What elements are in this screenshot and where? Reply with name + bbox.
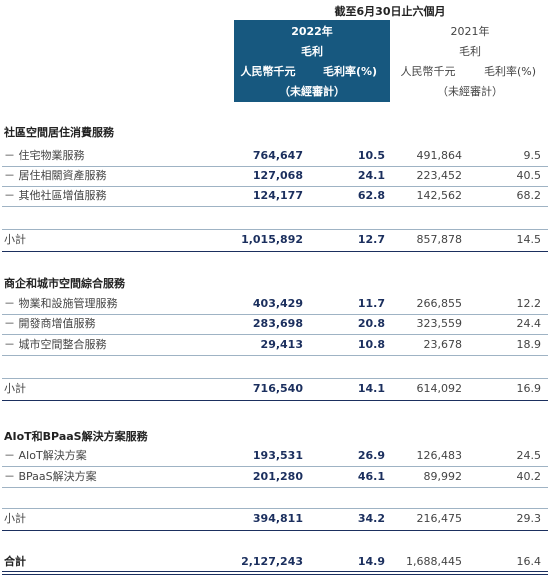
- cell-value: 11.7: [357, 297, 385, 310]
- row-label: 小計: [4, 512, 26, 525]
- row-label: 小計: [4, 382, 26, 395]
- cell-value: 142,562: [416, 189, 463, 202]
- cell-value: 1,015,892: [241, 233, 303, 246]
- cell-value: 14.5: [516, 233, 542, 246]
- cell-value: 23,678: [423, 338, 463, 351]
- row-label: － BPaaS解決方案: [4, 470, 97, 483]
- rule: [2, 574, 548, 575]
- gross-profit-heading: 毛利: [459, 45, 481, 58]
- rule: [2, 206, 548, 207]
- cell-value: 40.2: [516, 470, 542, 483]
- rule: [2, 334, 548, 335]
- cell-value: 127,068: [252, 169, 303, 182]
- rule: [2, 466, 548, 467]
- cell-value: 16.9: [516, 382, 542, 395]
- cell-value: 126,483: [416, 449, 463, 462]
- cell-value: 614,092: [416, 382, 463, 395]
- cell-value: 216,475: [416, 512, 463, 525]
- cell-value: 10.8: [357, 338, 385, 351]
- cell-value: 29.3: [516, 512, 542, 525]
- cell-value: 223,452: [416, 169, 463, 182]
- rule: [2, 571, 548, 572]
- cell-value: 24.4: [516, 317, 542, 330]
- rule: [2, 508, 548, 509]
- section-title: 社區空間居住消費服務: [4, 126, 114, 139]
- cell-value: 491,864: [416, 149, 463, 162]
- row-label: － 住宅物業服務: [4, 149, 85, 162]
- cell-value: 124,177: [252, 189, 303, 202]
- year-heading: 2022年: [291, 25, 333, 38]
- rule: [2, 251, 548, 252]
- cell-value: 323,559: [416, 317, 463, 330]
- row-label: － AIoT解決方案: [4, 449, 87, 462]
- amount-unit: 人民幣千元: [400, 65, 456, 78]
- cell-value: 12.2: [516, 297, 542, 310]
- row-label: 合計: [4, 555, 26, 568]
- cell-value: 26.9: [357, 449, 385, 462]
- cell-value: 857,878: [416, 233, 463, 246]
- cell-value: 46.1: [357, 470, 385, 483]
- rule: [2, 378, 548, 379]
- cell-value: 9.5: [523, 149, 542, 162]
- cell-value: 16.4: [516, 555, 542, 568]
- cell-value: 24.1: [357, 169, 385, 182]
- cell-value: 18.9: [516, 338, 542, 351]
- rule: [2, 487, 548, 488]
- row-label: － 其他社區增值服務: [4, 189, 107, 202]
- cell-value: 283,698: [252, 317, 303, 330]
- cell-value: 14.1: [357, 382, 385, 395]
- margin-unit: 毛利率(%): [483, 65, 537, 78]
- audit-note: （未經審計）: [437, 85, 503, 98]
- year-heading: 2021年: [450, 25, 490, 38]
- cell-value: 89,992: [423, 470, 463, 483]
- row-label: － 開發商增值服務: [4, 317, 96, 330]
- amount-unit: 人民幣千元: [240, 65, 296, 78]
- rule: [2, 314, 548, 315]
- rule: [2, 355, 548, 356]
- cell-value: 2,127,243: [241, 555, 303, 568]
- section-title: AIoT和BPaaS解決方案服務: [4, 430, 148, 443]
- cell-value: 20.8: [357, 317, 385, 330]
- cell-value: 1,688,445: [406, 555, 462, 568]
- audit-note: （未經審計）: [279, 85, 345, 98]
- cell-value: 10.5: [357, 149, 385, 162]
- cell-value: 29,413: [260, 338, 303, 351]
- cell-value: 34.2: [357, 512, 385, 525]
- cell-value: 394,811: [252, 512, 303, 525]
- cell-value: 716,540: [252, 382, 303, 395]
- section-title: 商企和城市空間綜合服務: [4, 277, 125, 290]
- row-label: － 居住相關資產服務: [4, 169, 107, 182]
- rule: [2, 186, 548, 187]
- rule: [2, 530, 548, 531]
- margin-unit: 毛利率(%): [322, 65, 378, 78]
- row-label: － 城市空間整合服務: [4, 338, 107, 351]
- cell-value: 12.7: [357, 233, 385, 246]
- cell-value: 68.2: [516, 189, 542, 202]
- cell-value: 24.5: [516, 449, 542, 462]
- rule: [2, 229, 548, 230]
- cell-value: 403,429: [252, 297, 303, 310]
- rule: [2, 166, 548, 167]
- cell-value: 40.5: [516, 169, 542, 182]
- row-label: 小計: [4, 233, 26, 246]
- cell-value: 193,531: [252, 449, 303, 462]
- cell-value: 764,647: [252, 149, 303, 162]
- cell-value: 266,855: [416, 297, 463, 310]
- highlight-header: [234, 20, 390, 102]
- cell-value: 201,280: [252, 470, 303, 483]
- cell-value: 62.8: [357, 189, 385, 202]
- rule: [2, 400, 548, 401]
- gross-profit-heading: 毛利: [301, 45, 323, 58]
- row-label: － 物業和設施管理服務: [4, 297, 118, 310]
- period-heading: 截至6月30日止六個月: [334, 5, 446, 18]
- cell-value: 14.9: [357, 555, 385, 568]
